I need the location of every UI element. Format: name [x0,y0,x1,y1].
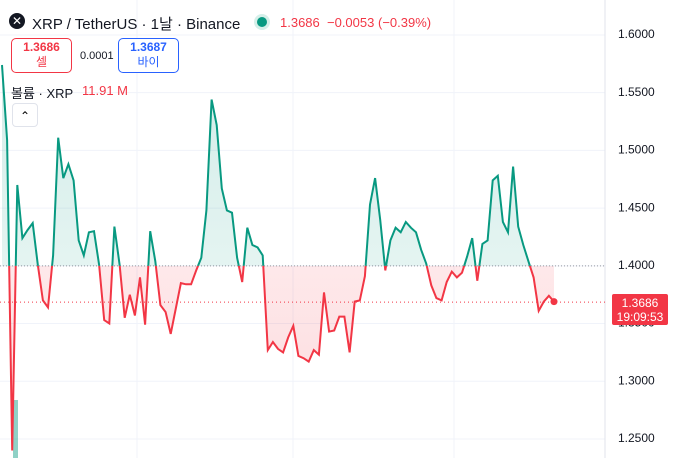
last-point [550,298,558,306]
y-tick-label: 1.5000 [618,143,655,157]
spread: 0.0001 [80,50,114,62]
change: −0.0053 [327,15,375,30]
price-line-up [1,64,531,266]
price-info: 1.3686 −0.0053 (−0.39%) [280,15,431,30]
last-price-badge: 1.3686 19:09:53 [612,294,668,325]
y-tick-label: 1.2500 [618,431,655,445]
symbol-title[interactable]: XRP / TetherUS · 1날 · Binance [32,16,241,33]
y-tick-label: 1.4000 [618,258,655,272]
price-line-down [8,265,555,451]
volume-value: 11.91 M [82,83,129,98]
sell-label: 셀 [35,55,48,69]
buy-button[interactable]: 1.3687 바이 [118,38,179,73]
sell-button[interactable]: 1.3686 셀 [11,38,72,73]
sell-price: 1.3686 [23,40,60,54]
change-pct: (−0.39%) [377,15,432,30]
buy-price: 1.3687 [130,40,167,54]
volume-bar [13,400,18,458]
y-tick-label: 1.4500 [618,200,655,214]
symbol-icon: ✕ [9,13,25,29]
buy-label: 바이 [137,55,160,69]
area-up [2,65,554,266]
price: 1.3686 [280,15,320,30]
status-dot [257,17,267,27]
y-tick-label: 1.3000 [618,373,655,387]
last-price-label: 1.3686 [621,296,659,310]
y-tick-label: 1.5500 [618,85,655,99]
collapse-button[interactable]: ⌃ [12,103,38,127]
y-tick-label: 1.6000 [618,27,655,41]
volume-label: 볼륨 · XRP [11,86,74,101]
countdown: 19:09:53 [616,310,664,324]
